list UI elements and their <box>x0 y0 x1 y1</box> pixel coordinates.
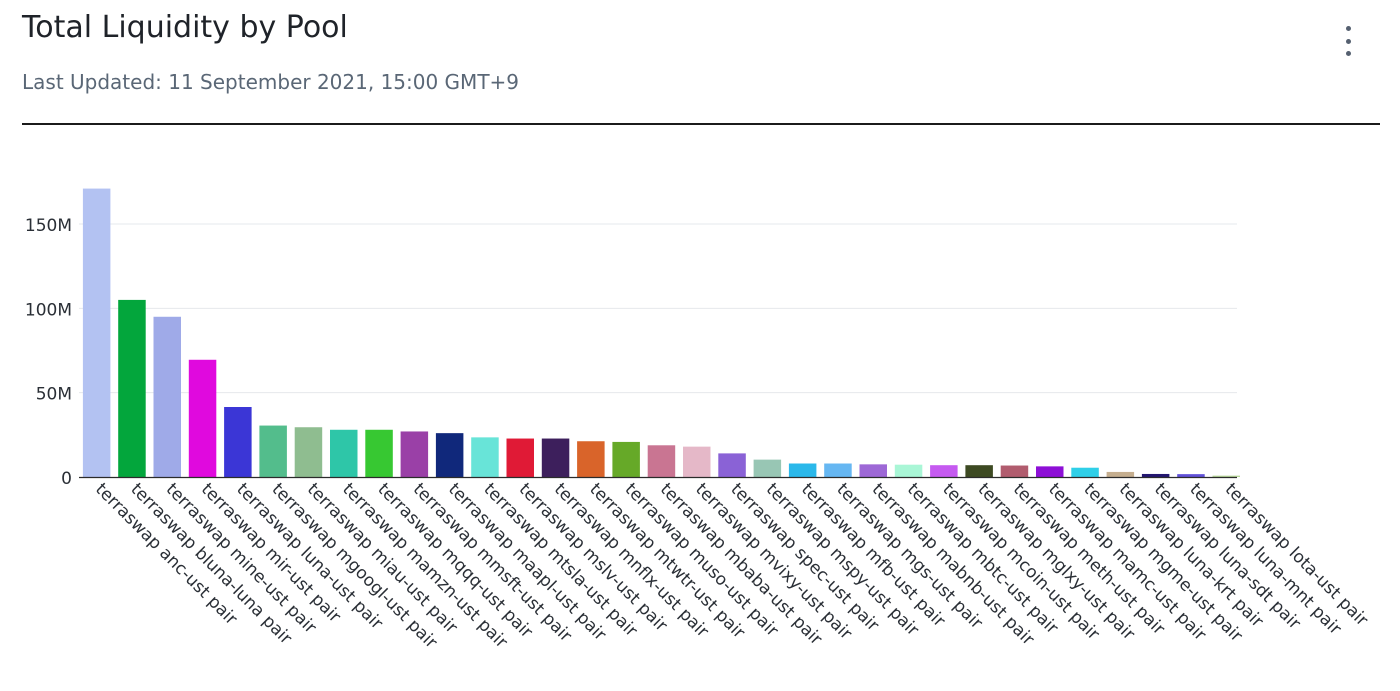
bar <box>753 459 782 477</box>
bar <box>1106 471 1135 477</box>
bar <box>577 441 605 477</box>
bar <box>788 463 817 477</box>
bar <box>365 429 393 477</box>
bar <box>153 316 181 477</box>
header-divider <box>22 123 1380 125</box>
bar <box>1177 474 1205 477</box>
bar <box>1141 473 1170 477</box>
bar <box>930 465 958 477</box>
bar <box>330 429 358 477</box>
bar <box>506 438 534 477</box>
bar <box>1000 465 1029 477</box>
bar <box>224 407 252 477</box>
y-tick-label: 0 <box>61 469 72 489</box>
bar <box>259 425 287 477</box>
bar <box>612 441 640 477</box>
y-tick-label: 100M <box>25 300 72 320</box>
bar <box>82 188 111 477</box>
bar <box>188 359 217 477</box>
y-tick-label: 50M <box>36 385 72 405</box>
bar <box>1036 466 1064 477</box>
bar <box>647 445 676 477</box>
bar <box>400 431 429 477</box>
bar <box>435 433 464 477</box>
bar <box>1071 467 1099 477</box>
bar <box>683 446 711 477</box>
bar <box>718 453 746 477</box>
menu-dot <box>1345 51 1351 56</box>
bar <box>965 465 993 477</box>
page-title: Total Liquidity by Pool <box>22 10 348 45</box>
last-updated-text: Last Updated: 11 September 2021, 15:00 G… <box>22 70 520 94</box>
bar <box>541 438 570 477</box>
y-tick-label: 150M <box>25 216 72 236</box>
bar <box>118 299 146 477</box>
menu-dot <box>1345 26 1351 31</box>
more-vertical-icon[interactable] <box>1328 24 1368 58</box>
bar <box>471 437 499 477</box>
bar <box>824 463 852 477</box>
bar <box>1212 475 1240 477</box>
menu-dot <box>1345 38 1351 44</box>
bar <box>894 464 923 477</box>
bar <box>294 427 323 477</box>
bar <box>859 464 887 477</box>
